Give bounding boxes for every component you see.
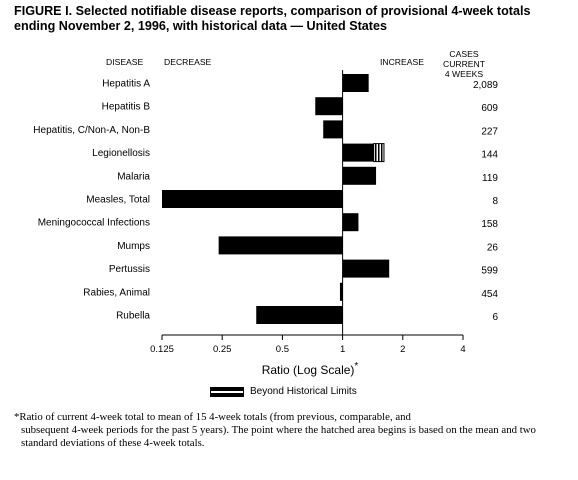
cases-value-meningococcal-infections: 158	[481, 219, 498, 230]
footnote: *Ratio of current 4-week total to mean o…	[14, 411, 566, 450]
increase-header: INCREASE	[380, 57, 424, 67]
cases-value-hepatitis-b: 609	[481, 103, 498, 114]
cases-value-rabies-animal: 454	[481, 289, 498, 300]
bar-malaria	[342, 166, 377, 185]
category-label-hepatitis-b: Hepatitis B	[102, 102, 151, 113]
bar-hepatitis-c-non-a-non-b	[323, 120, 343, 139]
bar-pertussis	[342, 259, 390, 278]
x-axis-label: Ratio (Log Scale)*	[200, 361, 420, 377]
category-label-hepatitis-c-non-a-non-b: Hepatitis, C/Non-A, Non-B	[33, 125, 150, 136]
cases-value-mumps: 26	[487, 242, 499, 253]
bar-legionellosis	[342, 143, 374, 162]
category-label-pertussis: Pertussis	[109, 264, 150, 275]
footnote-line-1: *Ratio of current 4-week total to mean o…	[14, 411, 411, 423]
cases-value-rubella: 6	[492, 312, 498, 323]
bar-rubella	[256, 306, 343, 324]
bar-meningococcal-infections	[342, 213, 359, 232]
decrease-header: DECREASE	[164, 57, 212, 67]
cases-value-hepatitis-a: 2,089	[473, 80, 498, 91]
figure-title: FIGURE I. Selected notifiable disease re…	[14, 4, 531, 33]
category-label-hepatitis-a: Hepatitis A	[102, 79, 150, 90]
cases-column-header: CASES CURRENT 4 WEEKS	[430, 49, 498, 79]
cases-value-legionellosis: 144	[481, 150, 498, 161]
x-tick-label-2: 2	[400, 344, 405, 355]
cases-value-hepatitis-c-non-a-non-b: 227	[481, 126, 498, 137]
bar-measles-total	[162, 190, 343, 208]
cases-value-measles-total: 8	[492, 196, 498, 207]
cases-value-malaria: 119	[482, 173, 498, 184]
category-label-measles-total: Measles, Total	[86, 195, 150, 206]
cases-header-line1: CASES CURRENT	[442, 49, 485, 69]
x-tick-label-1: 1	[340, 344, 345, 355]
disease-column-header: DISEASE	[106, 57, 144, 67]
x-tick-label-4: 4	[460, 344, 465, 355]
category-label-meningococcal-infections: Meningococcal Infections	[38, 218, 150, 229]
bar-hepatitis-b	[315, 97, 343, 116]
cases-value-pertussis: 599	[481, 266, 498, 277]
x-tick-label-0-25: 0.25	[213, 344, 232, 355]
x-axis-label-text: Ratio (Log Scale)	[261, 363, 355, 377]
category-label-legionellosis: Legionellosis	[92, 148, 150, 159]
x-axis-footnote-mark: *	[354, 361, 359, 372]
legend: Beyond Historical Limits	[210, 386, 357, 397]
category-label-mumps: Mumps	[117, 241, 150, 252]
bar-mumps	[218, 236, 343, 255]
x-tick-label-0-5: 0.5	[276, 344, 289, 355]
bar-rabies-animal	[339, 282, 343, 301]
bar-hepatitis-a	[342, 74, 369, 92]
cases-header-line2: 4 WEEKS	[444, 69, 484, 79]
legend-label: Beyond Historical Limits	[250, 386, 357, 397]
footnote-continuation: subsequent 4-week periods for the past 5…	[21, 424, 536, 449]
category-label-malaria: Malaria	[117, 171, 150, 182]
category-label-rabies-animal: Rabies, Animal	[83, 287, 150, 298]
category-label-rubella: Rubella	[116, 311, 150, 322]
bar-hatched-legionellosis	[373, 143, 385, 163]
x-tick-label-0-125: 0.125	[150, 344, 174, 355]
hatched-legend-swatch	[210, 386, 244, 397]
